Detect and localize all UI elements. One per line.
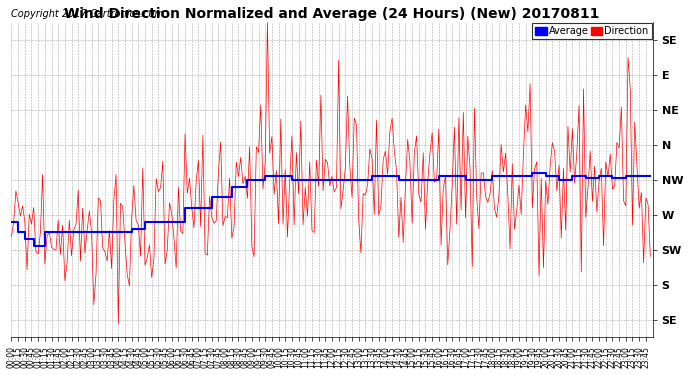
Text: Copyright 2017 Cartronics.com: Copyright 2017 Cartronics.com: [12, 9, 164, 19]
Legend: Average, Direction: Average, Direction: [533, 23, 651, 39]
Title: Wind Direction Normalized and Average (24 Hours) (New) 20170811: Wind Direction Normalized and Average (2…: [64, 7, 600, 21]
